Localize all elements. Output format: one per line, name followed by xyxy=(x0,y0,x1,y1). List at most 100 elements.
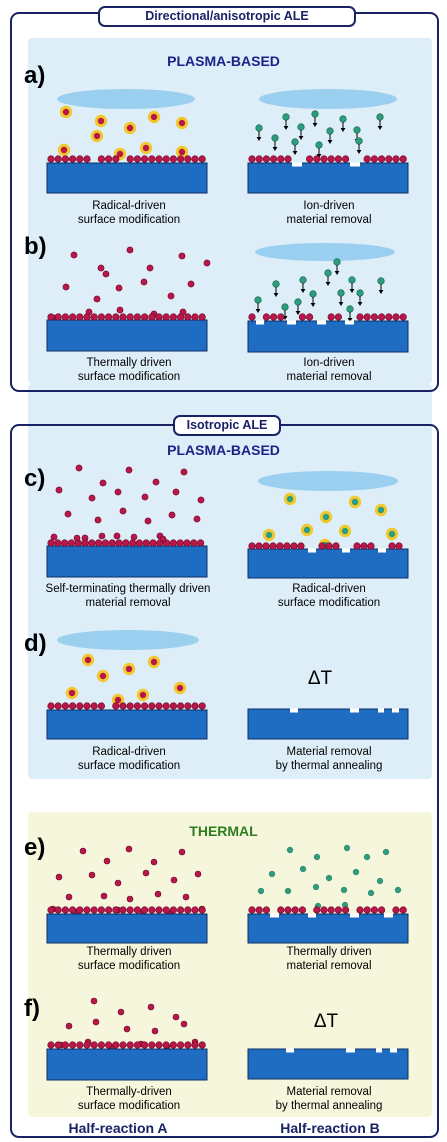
surface-atom xyxy=(291,906,299,914)
substrate xyxy=(247,320,409,353)
surface-atom xyxy=(90,313,98,321)
surface-atom xyxy=(94,516,102,524)
substrate xyxy=(46,913,208,944)
etch-notch xyxy=(392,708,399,713)
ion-arrowhead xyxy=(283,126,289,130)
etch-notch xyxy=(308,548,316,553)
substrate xyxy=(46,709,208,740)
surface-atom xyxy=(327,313,335,321)
ion xyxy=(353,126,361,134)
caption-c-left: Self-terminating thermally driven materia… xyxy=(45,583,211,609)
substrate xyxy=(247,708,409,740)
surface-atom xyxy=(177,155,185,163)
surface-atom xyxy=(327,906,335,914)
surface-atom xyxy=(399,155,407,163)
surface-atom xyxy=(88,494,96,502)
radical xyxy=(99,672,107,680)
surface-atom xyxy=(148,906,156,914)
surface-atom xyxy=(148,1041,156,1049)
surface-atom xyxy=(178,848,186,856)
surface-atom xyxy=(269,542,277,550)
surface-atom xyxy=(262,542,270,550)
surface-atom xyxy=(133,906,141,914)
surface-atom xyxy=(184,702,192,710)
ion xyxy=(281,303,289,311)
surface-atom xyxy=(126,1041,134,1049)
ion xyxy=(255,124,263,132)
gas-molecule xyxy=(376,877,384,885)
surface-atom xyxy=(155,702,163,710)
radical xyxy=(84,656,92,664)
surface-atom xyxy=(67,539,75,547)
surface-atom xyxy=(262,313,271,321)
surface-atom xyxy=(187,280,195,288)
surface-atom xyxy=(112,1041,120,1049)
surface-atom xyxy=(270,155,278,163)
etch-notch xyxy=(308,913,316,918)
surface-atom xyxy=(177,702,185,710)
etch-notch xyxy=(350,162,360,167)
surface-atom xyxy=(399,313,407,321)
ion xyxy=(348,276,356,284)
gas-molecule xyxy=(284,887,292,895)
surface-atom xyxy=(168,511,176,519)
ion-arrowhead xyxy=(357,302,363,306)
surface-atom xyxy=(119,507,127,515)
gas-molecule xyxy=(382,848,390,856)
ion-arrowhead xyxy=(255,309,261,313)
surface-atom xyxy=(61,155,70,163)
surface-atom xyxy=(47,539,55,547)
surface-atom xyxy=(176,539,184,547)
surface-atom xyxy=(155,1041,163,1049)
radical xyxy=(176,684,184,692)
radical xyxy=(351,498,359,506)
gas-molecule xyxy=(343,844,351,852)
surface-atom xyxy=(198,1041,206,1049)
radical xyxy=(114,696,122,704)
surface-atom xyxy=(313,906,321,914)
delta-t-symbol-d: ΔT xyxy=(307,668,333,689)
radical xyxy=(142,144,150,152)
surface-atom xyxy=(169,539,177,547)
substrate xyxy=(247,913,409,944)
surface-atom xyxy=(112,155,120,163)
panel-label-d: d) xyxy=(24,630,47,657)
surface-atom xyxy=(88,871,96,879)
radical xyxy=(60,146,68,154)
surface-atom xyxy=(97,155,105,163)
plasma-cloud xyxy=(57,89,195,109)
surface-atom xyxy=(68,1041,77,1049)
surface-atom xyxy=(167,292,175,300)
surface-atom xyxy=(123,1025,131,1033)
surface-atom xyxy=(148,155,156,163)
surface-atom xyxy=(388,542,396,550)
surface-atom xyxy=(255,906,263,914)
ion-arrowhead xyxy=(377,126,383,130)
surface-atom xyxy=(392,313,400,321)
etch-notch xyxy=(378,548,386,553)
surface-atom xyxy=(172,1013,180,1021)
etch-notch xyxy=(345,320,354,325)
directional-header: Directional/anisotropic ALE xyxy=(98,6,356,27)
ion-arrowhead xyxy=(312,123,318,127)
etch-notch xyxy=(384,913,393,918)
surface-atom xyxy=(277,155,285,163)
surface-atom xyxy=(147,1003,155,1011)
surface-atom xyxy=(93,295,101,303)
surface-atom xyxy=(342,906,350,914)
half-reaction-a-label: Half-reaction A xyxy=(68,1120,168,1136)
surface-atom xyxy=(169,155,177,163)
surface-atom xyxy=(162,313,170,321)
gas-molecule xyxy=(286,846,294,854)
caption-b-right: Ion-driven material removal xyxy=(286,357,372,383)
caption-f-left: Thermally-driven surface modification xyxy=(77,1086,181,1112)
surface-atom xyxy=(399,906,407,914)
surface-atom xyxy=(193,515,201,523)
etch-notch xyxy=(292,162,302,167)
surface-atom xyxy=(183,539,191,547)
surface-atom xyxy=(283,542,291,550)
surface-atom xyxy=(313,155,321,163)
surface-atom xyxy=(104,906,113,914)
surface-atom xyxy=(332,542,340,550)
ion-arrowhead xyxy=(349,289,355,293)
